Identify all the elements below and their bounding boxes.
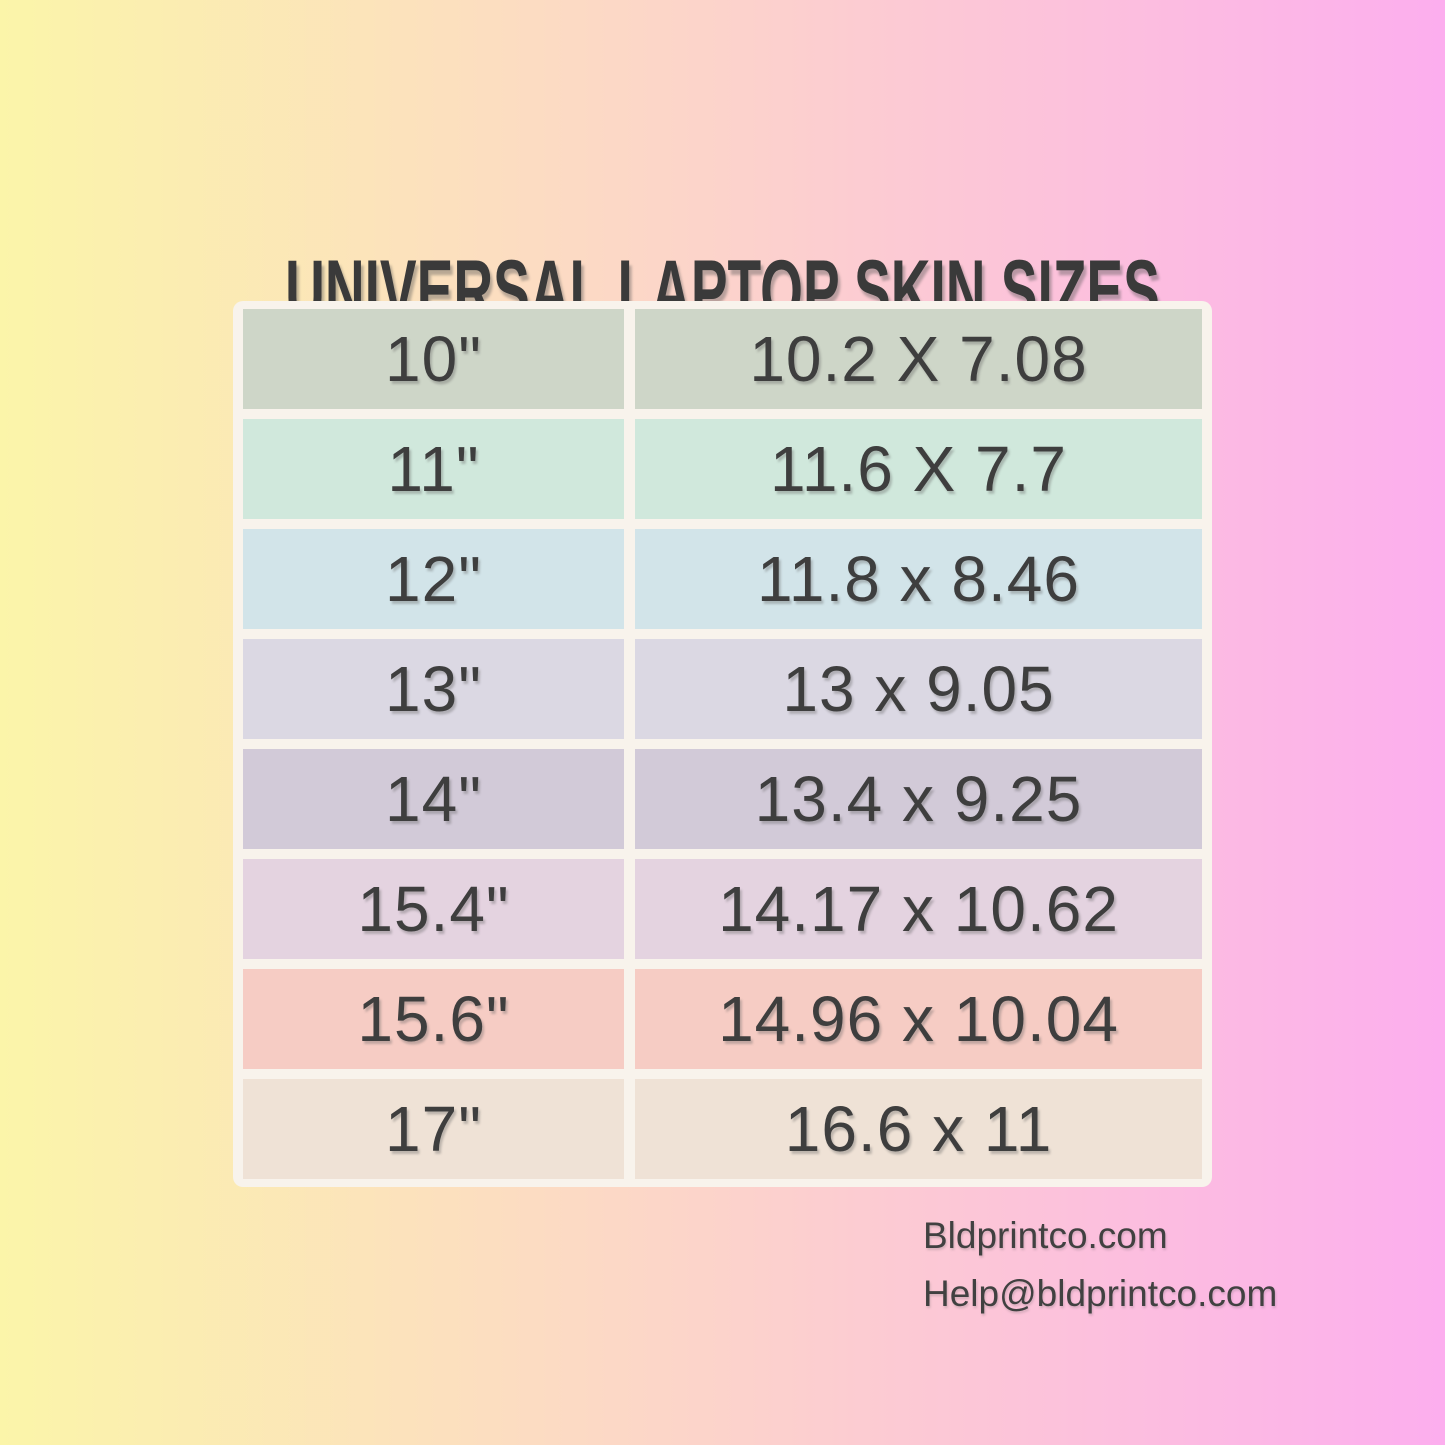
table-cell-dimensions: 10.2 X 7.08 [635,309,1202,409]
table-cell-dimensions: 11.8 x 8.46 [635,529,1202,629]
table-cell-size: 15.4" [243,859,624,959]
table-cell-dimensions: 14.96 x 10.04 [635,969,1202,1069]
size-table: 10" 10.2 X 7.08 11" 11.6 X 7.7 12" 11.8 … [243,309,1202,1179]
table-cell-size: 14" [243,749,624,849]
table-cell-size: 17" [243,1079,624,1179]
table-cell-size: 12" [243,529,624,629]
size-table-frame: 10" 10.2 X 7.08 11" 11.6 X 7.7 12" 11.8 … [233,301,1212,1187]
footer-website: Bldprintco.com [923,1215,1168,1256]
table-cell-dimensions: 16.6 x 11 [635,1079,1202,1179]
table-cell-size: 15.6" [243,969,624,1069]
table-cell-size: 11" [243,419,624,519]
table-cell-dimensions: 13.4 x 9.25 [635,749,1202,849]
table-cell-size: 13" [243,639,624,739]
table-cell-size: 10" [243,309,624,409]
table-cell-dimensions: 13 x 9.05 [635,639,1202,739]
footer-email: Help@bldprintco.com [923,1273,1278,1314]
table-cell-dimensions: 11.6 X 7.7 [635,419,1202,519]
table-cell-dimensions: 14.17 x 10.62 [635,859,1202,959]
footer: Bldprintco.com Help@bldprintco.com [923,1207,1277,1323]
